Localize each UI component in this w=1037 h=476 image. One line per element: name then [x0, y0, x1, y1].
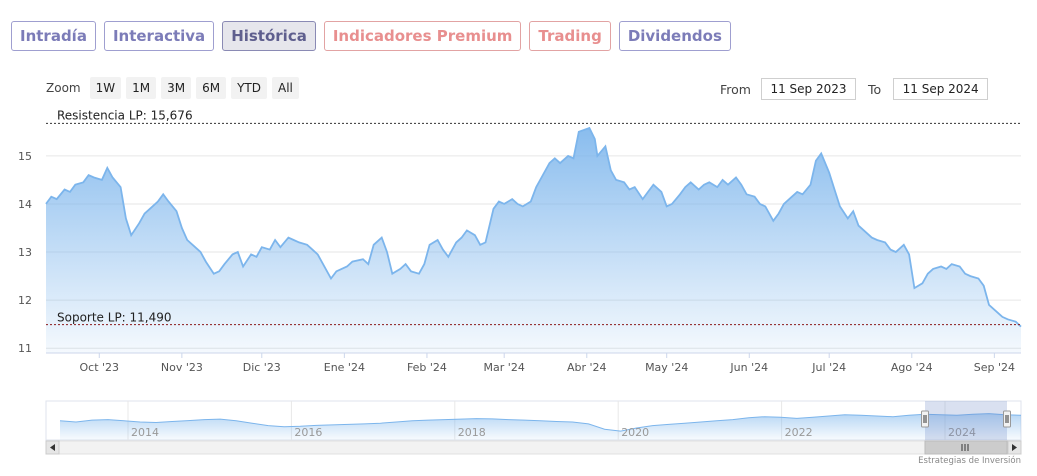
- x-tick-label: Mar '24: [484, 361, 525, 374]
- zoom-6m-button[interactable]: 6M: [196, 77, 227, 99]
- navigator-year-label: 2024: [948, 426, 976, 439]
- tab-indicadores-premium[interactable]: Indicadores Premium: [323, 21, 522, 51]
- from-label: From: [720, 81, 751, 97]
- x-tick-label: Ago '24: [891, 361, 933, 374]
- scrollbar-track[interactable]: [45, 440, 1022, 455]
- credits: Estrategias de Inversión: [918, 456, 1021, 466]
- tab-historica[interactable]: Histórica: [222, 21, 316, 51]
- scroll-left-arrow-icon: [50, 444, 55, 451]
- x-axis: Oct '23 Nov '23 Dic '23 Ene '24 Feb '24 Mar '…: [80, 353, 1015, 374]
- x-tick-label: Jun '24: [729, 361, 768, 374]
- x-tick-label: Ene '24: [324, 361, 365, 374]
- navigator-selection[interactable]: [925, 401, 1007, 440]
- x-tick-label: Sep '24: [974, 361, 1015, 374]
- y-tick-label: 14: [18, 198, 32, 211]
- chart-tabs: Intradía Interactiva Histórica Indicador…: [11, 21, 731, 51]
- zoom-label: Zoom: [46, 81, 81, 95]
- zoom-all-button[interactable]: All: [272, 77, 299, 99]
- price-area: [46, 128, 1021, 353]
- support-label: Soporte LP: 11,490: [57, 311, 172, 325]
- navigator-year-label: 2022: [785, 426, 813, 439]
- navigator-handle[interactable]: [1003, 410, 1011, 428]
- navigator-line: [59, 413, 1022, 432]
- zoom-1m-button[interactable]: 1M: [126, 77, 157, 99]
- tab-dividendos[interactable]: Dividendos: [618, 21, 731, 51]
- resistance-label: Resistencia LP: 15,676: [57, 108, 193, 122]
- x-tick-label: May '24: [645, 361, 688, 374]
- scroll-right-arrow-icon: [1012, 444, 1017, 451]
- to-date-input[interactable]: 11 Sep 2024: [893, 78, 989, 100]
- navigator-year-label: 2014: [131, 426, 159, 439]
- y-tick-label: 12: [18, 294, 32, 307]
- zoom-selector: Zoom 1W 1M 3M 6M YTD All: [46, 77, 299, 99]
- zoom-ytd-button[interactable]: YTD: [231, 77, 267, 99]
- y-tick-label: 11: [18, 342, 32, 355]
- tab-trading[interactable]: Trading: [529, 21, 611, 51]
- x-tick-label: Nov '23: [161, 361, 203, 374]
- to-label: To: [867, 81, 882, 97]
- y-axis: 11 12 13 14 15: [18, 150, 32, 355]
- from-date-input[interactable]: 11 Sep 2023: [760, 78, 856, 100]
- navigator-year-label: 2020: [621, 426, 649, 439]
- zoom-1w-button[interactable]: 1W: [89, 77, 122, 99]
- zoom-3m-button[interactable]: 3M: [161, 77, 192, 99]
- x-tick-label: Abr '24: [567, 361, 607, 374]
- scrollbar-thumb[interactable]: [924, 440, 1008, 455]
- price-line: [45, 126, 1022, 328]
- x-tick-label: Feb '24: [407, 361, 447, 374]
- navigator-handle[interactable]: [921, 410, 929, 428]
- navigator[interactable]: 2014 2016 2018 2020 2022 2024: [45, 400, 1022, 455]
- tab-intradia[interactable]: Intradía: [11, 21, 96, 51]
- navigator-year-label: 2018: [458, 426, 486, 439]
- x-tick-label: Oct '23: [80, 361, 120, 374]
- x-tick-label: Jul '24: [811, 361, 846, 374]
- date-range: From 11 Sep 2023 To 11 Sep 2024: [720, 78, 989, 100]
- tab-interactiva[interactable]: Interactiva: [103, 21, 215, 51]
- y-tick-label: 13: [18, 246, 32, 259]
- navigator-year-label: 2016: [294, 426, 322, 439]
- navigator-area: [60, 413, 1021, 440]
- y-tick-label: 15: [18, 150, 32, 163]
- x-tick-label: Dic '23: [243, 361, 281, 374]
